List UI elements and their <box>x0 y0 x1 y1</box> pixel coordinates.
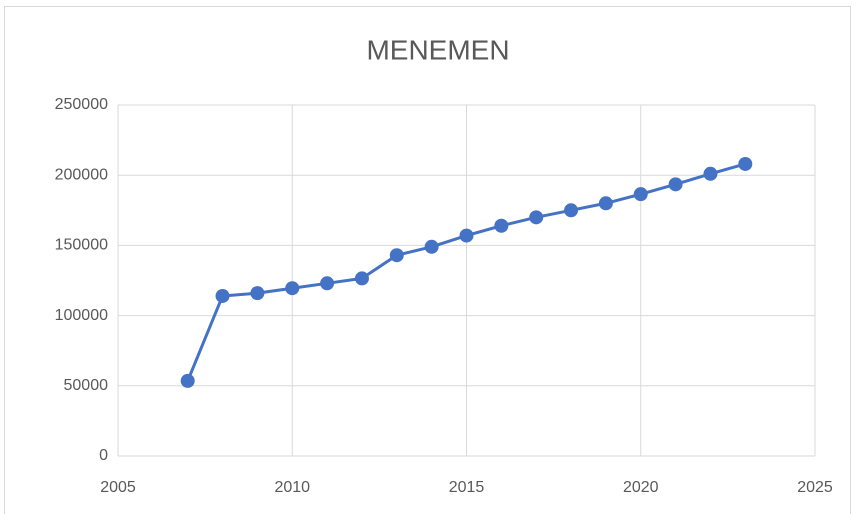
x-tick-label: 2010 <box>274 479 310 496</box>
data-point <box>598 196 613 211</box>
data-point <box>389 248 404 263</box>
data-point <box>564 203 579 218</box>
data-point <box>738 156 753 171</box>
x-tick-label: 2025 <box>797 479 833 496</box>
data-point <box>529 210 544 225</box>
data-point <box>320 276 335 291</box>
data-point <box>459 228 474 243</box>
data-point <box>668 177 683 192</box>
data-point <box>285 281 300 296</box>
x-tick-label: 2005 <box>100 479 136 496</box>
x-tick-label: 2015 <box>449 479 485 496</box>
chart-frame <box>4 6 851 514</box>
data-point <box>250 286 265 301</box>
y-tick-label: 250000 <box>55 96 108 113</box>
data-point <box>354 271 369 286</box>
x-tick-label: 2020 <box>623 479 659 496</box>
data-point <box>633 187 648 202</box>
y-tick-label: 50000 <box>64 377 109 394</box>
data-point <box>180 373 195 388</box>
chart-title: MENEMEN <box>366 34 509 65</box>
y-tick-label: 100000 <box>55 307 108 324</box>
y-tick-label: 0 <box>99 447 108 464</box>
data-point <box>703 166 718 181</box>
data-point <box>494 218 509 233</box>
y-tick-label: 150000 <box>55 237 108 254</box>
y-tick-label: 200000 <box>55 166 108 183</box>
data-point <box>215 288 230 303</box>
data-point <box>424 239 439 254</box>
